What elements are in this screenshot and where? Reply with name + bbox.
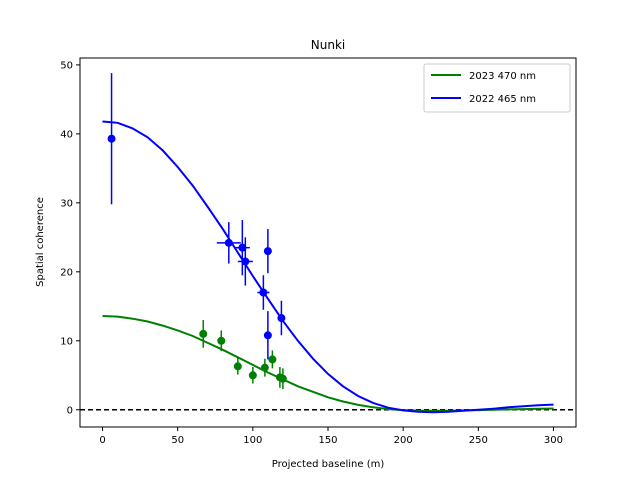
series-0-marker [217,336,226,345]
series-1-marker [107,134,116,143]
series-0-marker [199,329,208,338]
series-1-point-2 [234,220,250,276]
series-1-point-6 [263,311,272,360]
series-1-point-5 [263,229,272,274]
series-1-marker [259,288,268,297]
legend-label-2022: 2022 465 nm [469,94,536,105]
series-1-marker [238,243,247,252]
x-tick-label: 0 [99,435,105,446]
series-1-point-0 [107,73,116,205]
series-0-marker [248,371,257,380]
axis-ticks: 0 50 100 150 200 250 300 0 10 20 30 40 50 [60,60,563,446]
series-0-marker [260,363,269,372]
series-1-point-4 [257,275,270,310]
y-tick-label: 20 [60,267,73,278]
series-0-point-1 [217,330,226,352]
y-tick-label: 0 [67,405,73,416]
x-tick-label: 100 [243,435,262,446]
series-0-marker [233,362,242,371]
series-1-marker [263,247,272,256]
legend: 2023 470 nm 2022 465 nm [423,63,571,113]
x-tick-label: 200 [394,435,413,446]
series-0-point-7 [278,368,287,390]
series-1-point-3 [237,237,253,286]
series-1-marker [224,238,233,247]
series-0-point-2 [233,358,242,375]
series-0-point-3 [248,366,257,384]
chart-title: Nunki [311,38,345,52]
series-0-point-4 [260,358,269,377]
series-1-marker [241,257,250,266]
x-tick-label: 50 [171,435,184,446]
y-tick-label: 10 [60,336,73,347]
series-0-point-5 [268,350,277,369]
series-1-fit-line [102,120,554,414]
legend-label-2023: 2023 470 nm [469,71,536,82]
series-1-marker [277,314,286,323]
x-tick-label: 150 [318,435,337,446]
series-0-marker [268,355,277,364]
series-0-marker [278,374,287,383]
y-axis-label: Spatial coherence [35,197,46,287]
series-1-marker [263,331,272,340]
series-0-point-0 [199,320,208,348]
y-tick-label: 50 [60,60,73,71]
y-tick-label: 30 [60,198,73,209]
x-tick-label: 250 [469,435,488,446]
plot-area [80,73,576,414]
x-axis-label: Projected baseline (m) [272,459,385,470]
series-1-point-7 [277,300,286,336]
series-1-point-1 [216,222,241,264]
x-tick-label: 300 [544,435,563,446]
y-tick-label: 40 [60,129,73,140]
